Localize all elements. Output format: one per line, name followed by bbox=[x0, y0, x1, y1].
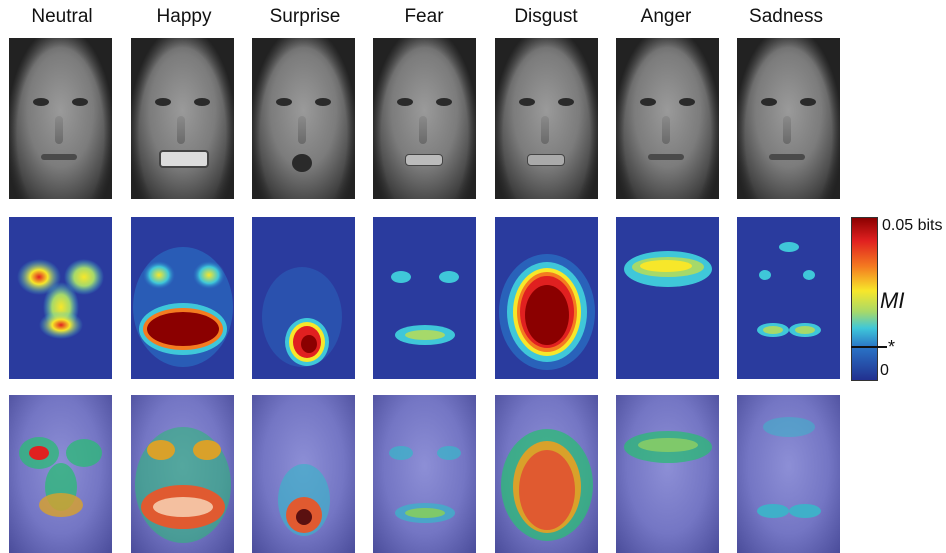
colorbar-threshold-label: * bbox=[888, 337, 896, 357]
label-disgust: Disgust bbox=[514, 6, 578, 27]
overlay-fear bbox=[373, 395, 476, 553]
label-fear: Fear bbox=[404, 6, 444, 27]
heatmap-anger bbox=[616, 217, 719, 379]
label-anger: Anger bbox=[640, 6, 692, 27]
overlay-anger bbox=[616, 395, 719, 553]
label-sadness: Sadness bbox=[749, 6, 823, 27]
colorbar-axis-label: MI bbox=[880, 288, 905, 313]
label-neutral: Neutral bbox=[31, 6, 93, 27]
label-happy: Happy bbox=[156, 6, 212, 27]
heatmap-fear bbox=[373, 217, 476, 379]
face-photo-neutral bbox=[9, 38, 112, 199]
overlay-disgust bbox=[495, 395, 598, 553]
face-photo-anger bbox=[616, 38, 719, 199]
face-photo-fear bbox=[373, 38, 476, 199]
overlay-neutral bbox=[9, 395, 112, 553]
overlay-sadness bbox=[737, 395, 840, 553]
heatmap-sadness bbox=[737, 217, 840, 379]
face-photo-surprise bbox=[252, 38, 355, 199]
mi-colorbar bbox=[851, 217, 878, 381]
colorbar-max-label: 0.05 bits bbox=[882, 217, 943, 234]
overlay-surprise bbox=[252, 395, 355, 553]
heatmap-surprise bbox=[252, 217, 355, 379]
colorbar-min-label: 0 bbox=[880, 362, 889, 379]
face-photo-disgust bbox=[495, 38, 598, 199]
threshold-line bbox=[851, 346, 887, 348]
overlay-happy bbox=[131, 395, 234, 553]
face-photo-sadness bbox=[737, 38, 840, 199]
heatmap-happy bbox=[131, 217, 234, 379]
label-surprise: Surprise bbox=[269, 6, 341, 27]
face-photo-happy bbox=[131, 38, 234, 199]
heatmap-disgust bbox=[495, 217, 598, 379]
heatmap-neutral bbox=[9, 217, 112, 379]
